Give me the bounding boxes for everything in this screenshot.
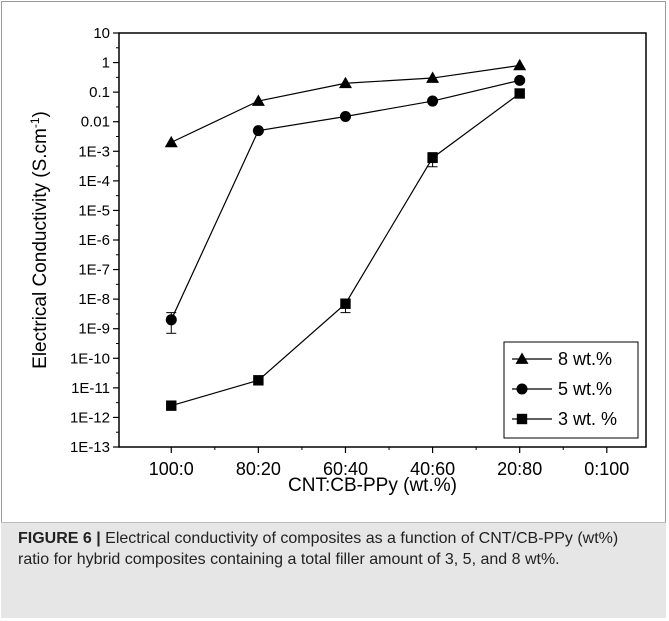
y-tick-label: 1E-13 (70, 439, 110, 456)
y-tick-label: 1 (102, 55, 110, 72)
y-tick-label: 1E-10 (70, 350, 110, 367)
x-tick-label: 20:80 (497, 459, 542, 479)
y-tick-label: 10 (93, 25, 110, 42)
caption-box (1, 522, 666, 618)
data-point (166, 400, 177, 411)
data-point (427, 95, 439, 107)
y-tick-label: 0.1 (89, 84, 110, 101)
y-tick-label: 1E-9 (78, 321, 110, 338)
data-point (514, 74, 526, 86)
x-tick-label: 0:100 (584, 459, 629, 479)
figure-caption: FIGURE 6 | Electrical conductivity of co… (18, 528, 652, 570)
chart: 1E-13 1E-12 1E-11 1E-10 1E-9 1E-8 1E-7 1E-6 1E-5… (28, 25, 647, 496)
y-tick-label: 1E-5 (78, 202, 110, 219)
data-point (426, 71, 440, 83)
y-tick-label: 1E-4 (78, 173, 110, 190)
legend-label: 5 wt.% (558, 379, 612, 399)
y-tick-label: 1E-8 (78, 291, 110, 308)
y-tick-label: 1E-11 (71, 380, 110, 397)
data-point (251, 94, 265, 106)
y-tick-label: 1E-7 (78, 262, 110, 279)
data-point (514, 88, 525, 99)
legend-label: 3 wt. % (558, 409, 617, 429)
data-point (427, 152, 438, 164)
x-tick-label: 60:40 (323, 459, 368, 479)
data-point (340, 298, 351, 309)
y-axis-label: Electrical Conductivity (S.cm-1) (28, 111, 51, 369)
data-point (165, 314, 177, 326)
series-line (171, 93, 521, 407)
data-point (164, 135, 178, 148)
y-tick-label: 0.01 (81, 114, 110, 131)
legend-label: 8 wt.% (558, 349, 612, 369)
caption-label: FIGURE 6 | (18, 530, 101, 547)
legend-marker (516, 383, 528, 395)
data-point (339, 110, 352, 123)
y-tick-label: 1E-3 (78, 143, 110, 160)
x-tick-label: 80:20 (236, 459, 281, 479)
data-point (253, 375, 264, 386)
y-tick-label: 1E-12 (70, 409, 110, 426)
legend-marker (515, 352, 529, 364)
data-point (252, 125, 264, 137)
x-tick-label: 40:60 (410, 459, 455, 479)
legend-marker (516, 413, 528, 425)
x-axis-label: CNT:CB-PPy (wt.%) (288, 475, 457, 496)
y-tick-label: 1E-6 (78, 232, 110, 249)
x-tick-label: 100:0 (149, 459, 194, 479)
data-point (513, 58, 527, 71)
caption-text: Electrical conductivity of composites as… (18, 530, 619, 568)
data-point (338, 76, 352, 89)
